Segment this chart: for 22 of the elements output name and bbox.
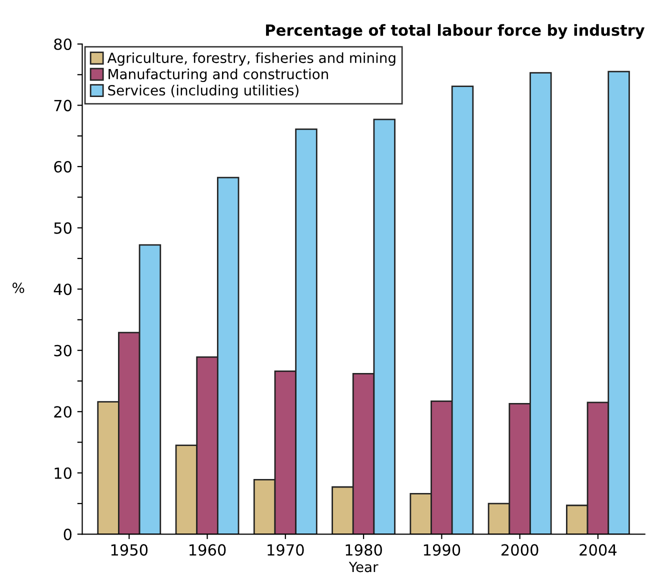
- x-tick-label: 2004: [580, 544, 617, 556]
- y-axis-title: %: [12, 282, 24, 294]
- y-tick-label: 20: [54, 406, 72, 418]
- y-tick-label: 60: [54, 161, 72, 173]
- chart-title: Percentage of total labour force by industry: [266, 24, 645, 39]
- y-tick-label: 0: [64, 528, 72, 540]
- legend-label: Agriculture, forestry, fisheries and mining: [107, 52, 396, 66]
- x-tick-label: 1950: [111, 544, 148, 556]
- x-tick-label: 1970: [268, 544, 304, 556]
- x-tick-label: 1980: [346, 544, 382, 556]
- y-tick-label: 40: [54, 284, 72, 296]
- y-tick-label: 50: [54, 222, 72, 234]
- legend-label: Manufacturing and construction: [108, 68, 328, 82]
- y-tick-label: 70: [54, 100, 72, 112]
- x-tick-label: 2000: [502, 544, 538, 556]
- y-tick-label: 80: [54, 38, 72, 50]
- x-axis-title: Year: [348, 562, 378, 572]
- x-tick-label: 1990: [424, 544, 460, 556]
- legend-label: Services (including utilities): [108, 84, 298, 98]
- y-tick-label: 10: [54, 467, 72, 479]
- x-tick-label: 1960: [190, 544, 226, 556]
- y-tick-label: 30: [54, 344, 72, 356]
